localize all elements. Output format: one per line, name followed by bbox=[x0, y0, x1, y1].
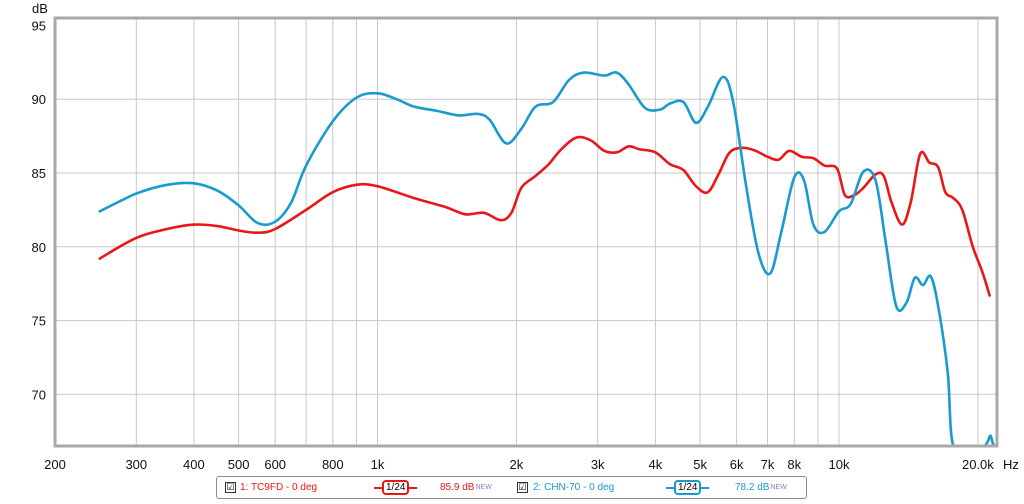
y-tick-label: 70 bbox=[32, 387, 46, 402]
x-tick-labels: 200 300 400 500 600 800 1k 2k 3k 4k 5k 6k 7k 8k 10k 20.… bbox=[44, 457, 994, 472]
legend-series-2-value: 78.2 dB NEW bbox=[735, 477, 787, 498]
new-badge: NEW bbox=[475, 484, 492, 491]
line-sample-icon bbox=[409, 486, 418, 489]
x-tick-label: 5k bbox=[693, 457, 707, 472]
plot-background bbox=[55, 18, 997, 446]
y-tick-label: 90 bbox=[32, 92, 46, 107]
x-tick-label: 400 bbox=[183, 457, 205, 472]
y-tick-label: 95 bbox=[32, 18, 46, 33]
legend-series-1-name: 1: TC9FD - 0 deg bbox=[240, 482, 318, 493]
smoothing-badge: 1/24 bbox=[674, 480, 702, 495]
plot-frame bbox=[53, 16, 999, 448]
x-tick-label: 200 bbox=[44, 457, 66, 472]
legend-series-2-smoothing[interactable]: 1/24 bbox=[666, 477, 710, 498]
x-tick-label: 800 bbox=[322, 457, 344, 472]
legend-checkbox-1[interactable]: ☑ bbox=[225, 477, 240, 498]
x-tick-label: 1k bbox=[371, 457, 385, 472]
x-axis-label: Hz bbox=[1003, 457, 1019, 472]
legend-series-1-value: 85.9 dB NEW bbox=[440, 477, 492, 498]
checkbox-icon[interactable]: ☑ bbox=[225, 482, 236, 493]
y-tick-labels: 70 75 80 85 90 95 bbox=[32, 18, 46, 402]
series-line-1 bbox=[98, 135, 991, 297]
legend: ☑ 1: TC9FD - 0 deg 1/24 85.9 dB NEW ☑ 2:… bbox=[216, 476, 807, 499]
x-tick-label: 3k bbox=[591, 457, 605, 472]
line-sample-icon bbox=[666, 486, 674, 489]
y-tick-label: 85 bbox=[32, 166, 46, 181]
line-sample-icon bbox=[701, 486, 710, 489]
x-tick-label: 20.0k bbox=[962, 457, 994, 472]
y-tick-label: 75 bbox=[32, 314, 46, 329]
x-tick-label: 8k bbox=[787, 457, 801, 472]
legend-series-1-smoothing[interactable]: 1/24 bbox=[374, 477, 418, 498]
series-line-2 bbox=[98, 71, 997, 446]
series-2-value-text: 78.2 dB bbox=[735, 482, 770, 493]
x-tick-label: 10k bbox=[829, 457, 850, 472]
x-tick-label: 300 bbox=[125, 457, 147, 472]
smoothing-badge: 1/24 bbox=[382, 480, 410, 495]
series-lines bbox=[98, 71, 997, 446]
chart-svg: 200 300 400 500 600 800 1k 2k 3k 4k 5k 6k 7k 8k 10k 20.… bbox=[32, 1, 1019, 472]
line-sample-icon bbox=[374, 486, 382, 489]
legend-series-2-name: 2: CHN-70 - 0 deg bbox=[533, 482, 615, 493]
legend-checkbox-2[interactable]: ☑ bbox=[517, 477, 532, 498]
y-tick-label: 80 bbox=[32, 240, 46, 255]
x-tick-label: 600 bbox=[264, 457, 286, 472]
x-tick-label: 6k bbox=[730, 457, 744, 472]
checkbox-icon[interactable]: ☑ bbox=[517, 482, 528, 493]
x-tick-label: 7k bbox=[761, 457, 775, 472]
series-1-value-text: 85.9 dB bbox=[440, 482, 475, 493]
x-tick-label: 4k bbox=[649, 457, 663, 472]
x-tick-label: 2k bbox=[510, 457, 524, 472]
y-axis-label: dB bbox=[32, 1, 48, 16]
x-tick-label: 500 bbox=[228, 457, 250, 472]
new-badge: NEW bbox=[770, 484, 787, 491]
